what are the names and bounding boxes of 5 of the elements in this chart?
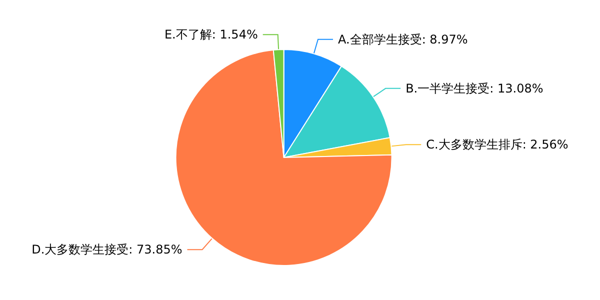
slice-label: A.全部学生接受: 8.97% — [338, 32, 468, 46]
slice-label: C.大多数学生排斥: 2.56% — [426, 138, 568, 152]
slice-label: E.不了解: 1.54% — [164, 28, 258, 42]
slice-label: D.大多数学生接受: 73.85% — [32, 242, 182, 257]
slice-label: B.一半学生接受: 13.08% — [406, 81, 544, 96]
